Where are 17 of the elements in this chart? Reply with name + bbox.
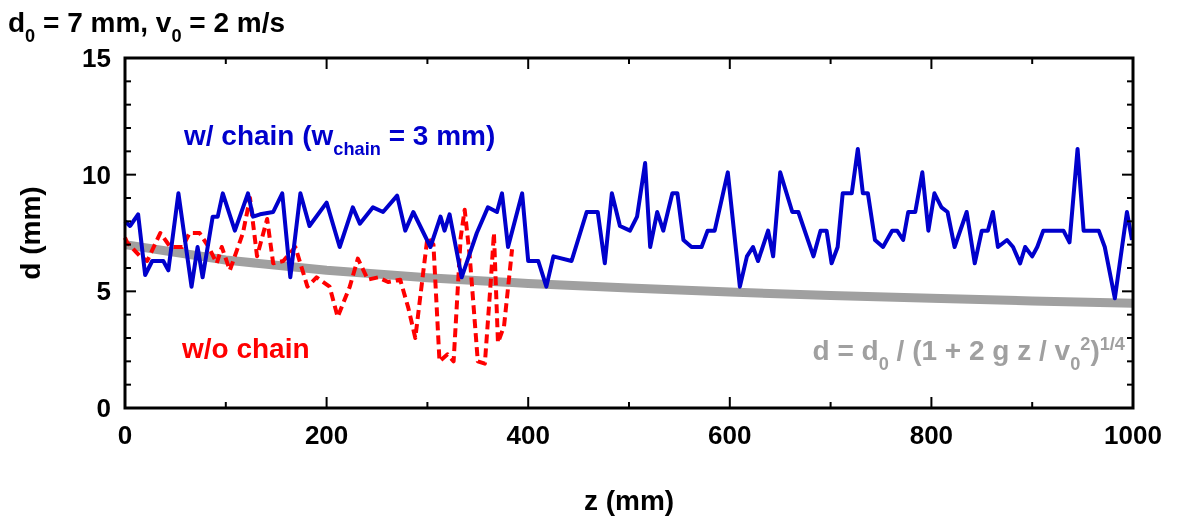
x-tick-label: 400 <box>506 420 550 450</box>
x-tick-label: 800 <box>909 420 954 450</box>
x-tick-label: 0 <box>117 420 133 450</box>
y-tick-label: 0 <box>96 393 111 423</box>
y-tick-label: 5 <box>96 276 111 307</box>
chart-title: d$_{0}$ = 7 mm, v$_{0}$ = 2 m/s <box>8 7 286 46</box>
line-series <box>123 196 515 366</box>
y-tick-label: 15 <box>82 43 111 73</box>
x-tick-label: 600 <box>708 420 752 450</box>
y-axis-title: d (mm) <box>15 186 46 280</box>
x-tick-label: 200 <box>304 420 349 450</box>
x-axis-title: z (mm) <box>583 485 675 516</box>
series-label: w/o chain <box>181 333 310 364</box>
x-tick-label: 1000 <box>1104 420 1162 450</box>
y-tick-label: 10 <box>82 159 111 190</box>
series-label: d = d$_{0}$ / (1 + 2 g z / v$_{0}$$^{2}$)$^{1/4}$ <box>812 334 1126 374</box>
series-label: w/ chain (w$_{chain}$ = 3 mm) <box>183 120 496 159</box>
